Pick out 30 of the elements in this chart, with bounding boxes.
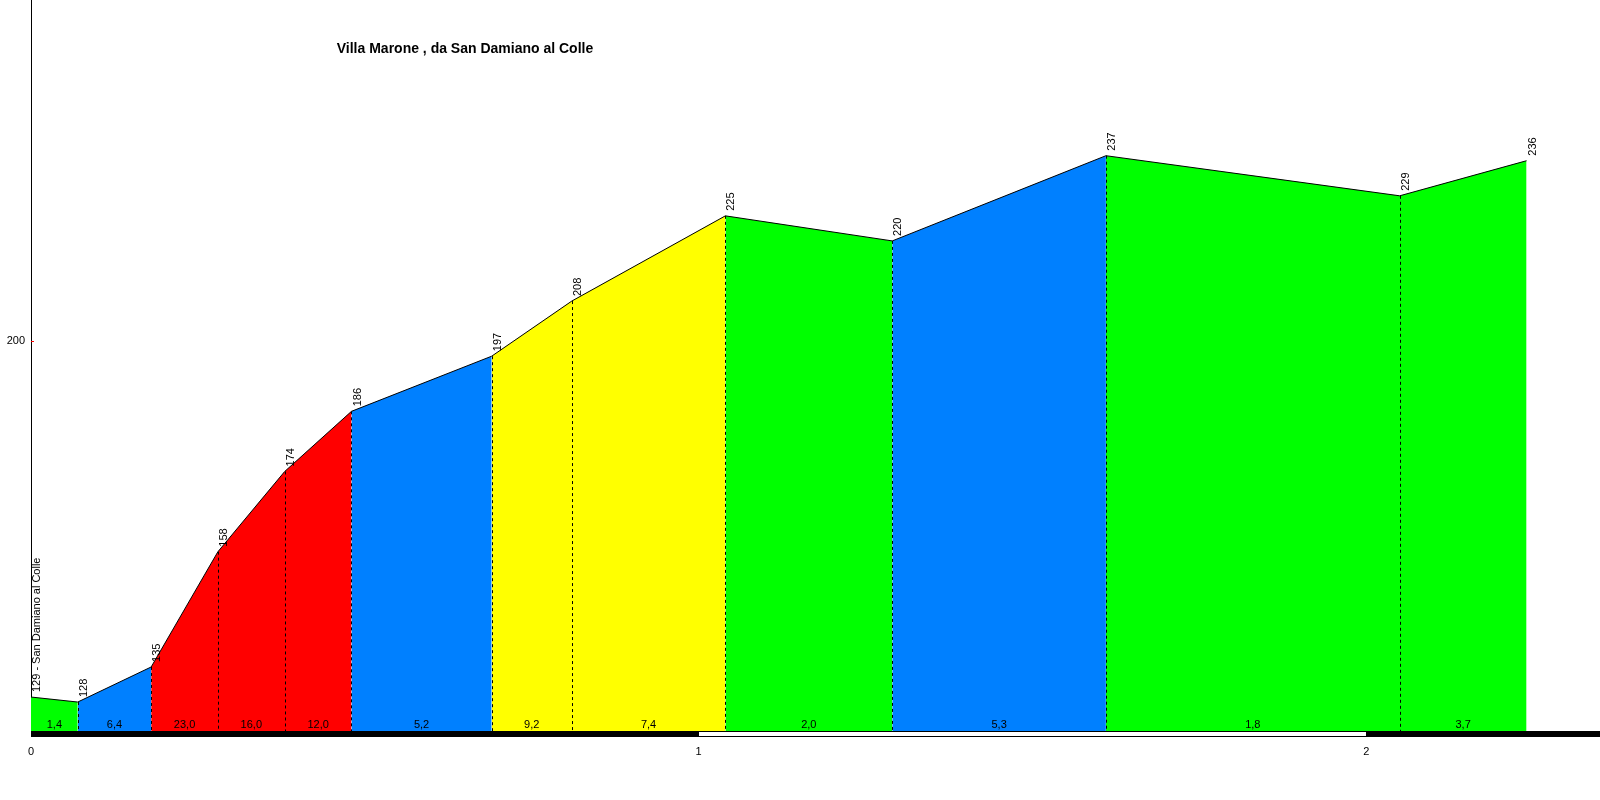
chart-title: Villa Marone , da San Damiano al Colle <box>336 39 594 56</box>
annotation: 16,0 <box>240 718 263 730</box>
data-label: 229 <box>1398 172 1411 191</box>
data-label: 197 <box>490 332 503 352</box>
data-label: 225 <box>724 192 737 211</box>
data-label: 236 <box>1525 137 1538 156</box>
data-label: 237 <box>1104 132 1117 151</box>
annotation: 23,0 <box>173 718 196 730</box>
data-label: 158 <box>216 528 229 547</box>
x-tick-label: 1 <box>695 744 702 757</box>
annotation: 3,7 <box>1455 718 1471 730</box>
annotation: 12,0 <box>307 718 329 730</box>
annotation: 5,3 <box>991 718 1007 730</box>
annotation: 7,4 <box>640 718 657 730</box>
data-label: 186 <box>350 387 363 407</box>
annotation: 6,4 <box>106 718 123 730</box>
data-label: 174 <box>283 448 296 467</box>
data-label: 135 <box>150 643 163 662</box>
data-label: 208 <box>570 277 583 297</box>
annotation: 5,2 <box>413 718 430 730</box>
annotation: 9,2 <box>524 718 540 730</box>
text: 200 <box>6 334 25 347</box>
annotation: 2,0 <box>801 718 817 730</box>
data-label: 129 - San Damiano al Colle <box>30 557 43 693</box>
data-label: 128 <box>76 678 89 698</box>
data-label: 220 <box>891 217 904 236</box>
annotation: 1,8 <box>1245 718 1261 730</box>
x-tick-label: 0 <box>27 744 35 757</box>
x-tick-label: 2 <box>1363 744 1370 757</box>
annotation: 1,4 <box>46 718 63 730</box>
